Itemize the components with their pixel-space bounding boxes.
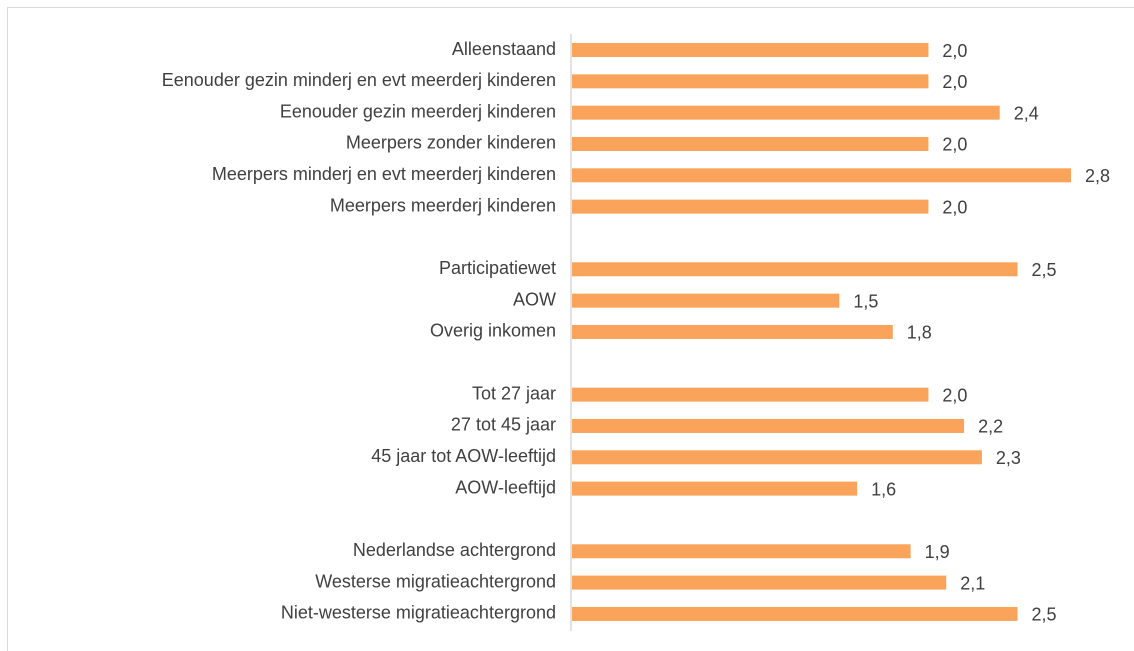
category-label: Meerpers zonder kinderen [346,133,556,153]
category-label: Participatiewet [439,258,556,278]
category-label: Nederlandse achtergrond [353,540,556,560]
category-label: 27 tot 45 jaar [451,415,556,435]
bar [572,43,929,57]
bar [572,105,1000,120]
bar [572,606,1018,621]
bar [572,324,893,339]
value-label: 2,0 [942,135,967,155]
value-label: 2,2 [978,417,1003,437]
category-label: Tot 27 jaar [472,383,556,403]
value-label: 1,6 [871,479,896,499]
bar [572,199,929,214]
value-label: 1,8 [907,323,932,343]
category-label: Eenouder gezin meerderj kinderen [280,101,556,121]
category-label: Eenouder gezin minderj en evt meerderj k… [162,70,556,90]
category-label: AOW [513,289,556,309]
bar [572,136,929,151]
bar [572,450,982,465]
bar [572,387,929,402]
value-label: 2,0 [942,72,967,92]
bar [572,262,1018,277]
category-label: Westerse migratieachtergrond [315,571,556,591]
value-label: 2,8 [1085,166,1110,186]
bar [572,575,947,590]
category-label: 45 jaar tot AOW-leeftijd [371,446,556,466]
category-label: Alleenstaand [452,39,556,59]
bar [572,168,1071,183]
category-label: Meerpers minderj en evt meerderj kindere… [212,164,556,184]
value-label: 2,3 [996,448,1021,468]
category-label: AOW-leeftijd [455,477,556,497]
value-label: 2,1 [960,573,985,593]
category-label: Overig inkomen [430,321,556,341]
value-label: 2,0 [942,385,967,405]
value-label: 2,4 [1014,103,1039,123]
bar [572,481,858,496]
value-label: 2,0 [942,41,967,61]
bar [572,293,840,308]
value-label: 2,5 [1032,260,1057,280]
chart-frame [7,7,1134,651]
value-label: 2,5 [1032,605,1057,625]
bar [572,418,965,433]
value-label: 2,0 [942,197,967,217]
bar [572,544,911,559]
bar [572,74,929,89]
category-label: Meerpers meerderj kinderen [330,195,556,215]
value-label: 1,5 [853,291,878,311]
category-label: Niet-westerse migratieachtergrond [281,603,556,623]
value-label: 1,9 [925,542,950,562]
